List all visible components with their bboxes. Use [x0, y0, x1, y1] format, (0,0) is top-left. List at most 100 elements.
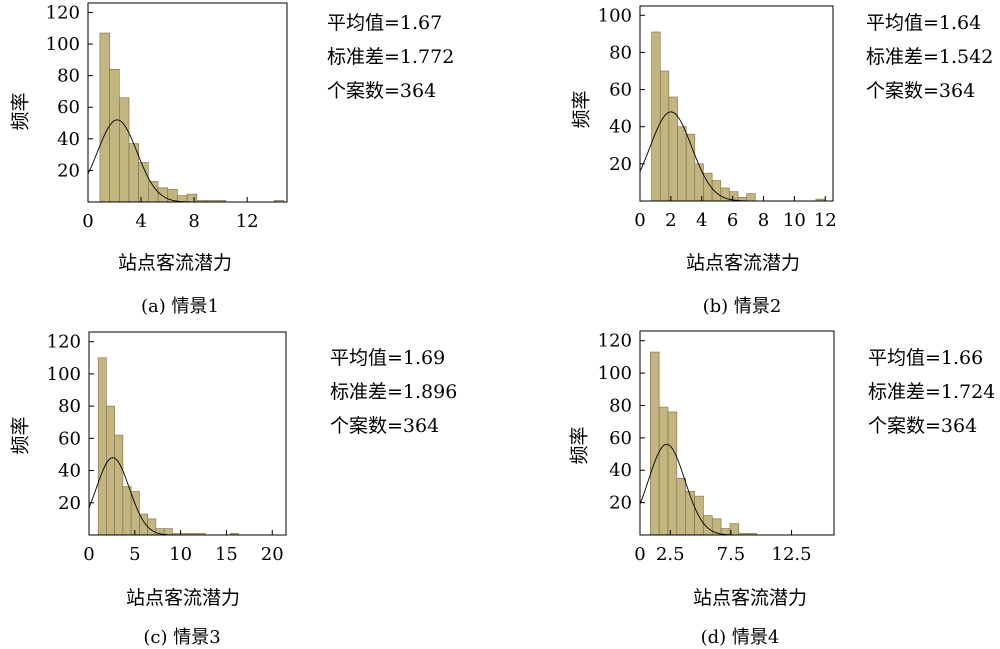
histogram-bar: [650, 351, 660, 536]
y-tick-label: 20: [58, 493, 81, 514]
stat-sd: 标准差=1.542: [866, 46, 994, 68]
y-tick-label: 20: [57, 160, 80, 181]
x-tick-label: 4: [135, 211, 146, 232]
histogram-bar: [119, 97, 130, 203]
y-tick-label: 80: [609, 395, 632, 416]
x-tick-label: 20: [261, 544, 284, 565]
plot-frame: [88, 331, 287, 536]
panel-caption: (a) 情景1: [141, 296, 219, 317]
x-tick-label: 12.5: [772, 544, 812, 565]
histogram-bar: [746, 193, 756, 202]
x-tick-label: 0: [634, 544, 645, 565]
x-axis-label: 站点客流潜力: [692, 587, 807, 609]
y-tick-label: 120: [46, 2, 80, 23]
histogram-bar: [694, 163, 704, 202]
histogram-bar: [99, 32, 110, 203]
panel-caption: (c) 情景3: [143, 627, 221, 648]
histogram-bar: [114, 434, 124, 536]
panel-caption: (b) 情景2: [702, 296, 782, 317]
stats-box: 平均值=1.67 标准差=1.772 个案数=364: [327, 6, 454, 108]
stat-sd: 标准差=1.896: [330, 381, 458, 403]
histogram-bar: [659, 70, 670, 202]
histogram-plot-a: 20 40 60 80 100 120 0 4 8 12: [46, 2, 288, 232]
x-tick-label: 8: [188, 211, 199, 232]
x-tick-label: 0: [82, 211, 93, 232]
histogram-bar: [677, 126, 687, 202]
histogram-panel-a: 20 40 60 80 100 120 0 4 8 12 频率 站点客流潜力 (a) 情景1 平均…: [0, 0, 500, 323]
histogram-bar: [658, 406, 669, 536]
y-tick-label: 60: [57, 97, 80, 118]
y-tick-label: 60: [609, 428, 632, 449]
histogram-bar: [676, 478, 687, 536]
x-tick-label: 15: [215, 544, 238, 565]
histogram-bar: [97, 357, 107, 536]
y-tick-label: 80: [57, 66, 80, 87]
stat-n: 个案数=364: [327, 80, 437, 102]
stat-n: 个案数=364: [868, 415, 978, 437]
histogram-bar: [685, 490, 695, 536]
y-tick-label: 80: [609, 42, 632, 63]
histogram-bar: [148, 181, 159, 203]
histogram-bar: [147, 518, 157, 536]
y-tick-label: 40: [609, 460, 632, 481]
y-axis-label: 频率: [9, 416, 32, 455]
plot-frame: [639, 330, 835, 536]
x-tick-label: 12: [236, 211, 259, 232]
stat-mean: 平均值=1.66: [868, 347, 984, 369]
histogram-bar: [651, 31, 661, 202]
stat-mean: 平均值=1.67: [327, 12, 443, 34]
stat-n: 个案数=364: [330, 415, 440, 437]
histogram-bar: [157, 187, 169, 203]
panel-caption: (d) 情景4: [700, 627, 780, 648]
stat-n: 个案数=364: [866, 80, 976, 102]
y-axis-label: 频率: [568, 426, 591, 465]
x-tick-label: 5: [129, 544, 140, 565]
y-tick-label: 40: [57, 129, 80, 150]
histogram-panel-b: 20 40 60 80 100 0 2 4 6 8 10 12 频率 站点客流潜力 (b) 情景2 平…: [500, 0, 1000, 323]
histogram-bar: [667, 411, 678, 536]
y-tick-label: 100: [598, 5, 632, 26]
histogram-bar: [711, 180, 722, 202]
y-tick-label: 20: [609, 154, 632, 175]
stat-sd: 标准差=1.724: [868, 381, 996, 403]
x-tick-label: 10: [783, 210, 806, 231]
y-tick-label: 60: [609, 80, 632, 101]
y-tick-label: 60: [58, 428, 81, 449]
stat-mean: 平均值=1.69: [330, 347, 446, 369]
histogram-plot-c: 20 40 60 80 100 120 0 5 10 15 20: [47, 331, 287, 565]
x-tick-label: 0: [83, 544, 94, 565]
plot-frame: [87, 2, 288, 203]
x-tick-label: 12: [814, 210, 837, 231]
x-tick-label: 6: [727, 210, 738, 231]
histogram-panel-d: 20 40 60 80 100 120 0 2.5 7.5 12.5 频率 站点客流潜力 (d) …: [500, 323, 1000, 648]
x-tick-label: 10: [169, 544, 192, 565]
y-tick-label: 20: [609, 493, 632, 514]
x-tick-label: 7.5: [717, 544, 746, 565]
y-tick-label: 100: [46, 34, 80, 55]
stat-mean: 平均值=1.64: [866, 12, 982, 34]
y-tick-label: 100: [598, 363, 632, 384]
plot-frame: [639, 5, 834, 202]
x-tick-label: 4: [696, 210, 707, 231]
stats-box: 平均值=1.69 标准差=1.896 个案数=364: [330, 341, 457, 443]
stat-sd: 标准差=1.772: [327, 46, 455, 68]
y-tick-label: 40: [58, 461, 81, 482]
histogram-bar: [186, 193, 198, 203]
x-tick-label: 2: [665, 210, 676, 231]
histogram-plot-d: 20 40 60 80 100 120 0 2.5 7.5 12.5: [598, 330, 835, 565]
stats-box: 平均值=1.66 标准差=1.724 个案数=364: [868, 341, 995, 443]
y-tick-label: 80: [58, 396, 81, 417]
y-axis-label: 频率: [570, 90, 593, 129]
histogram-plot-b: 20 40 60 80 100 0 2 4 6 8 10 12: [598, 5, 837, 231]
x-axis-label: 站点客流潜力: [117, 252, 232, 274]
x-tick-label: 8: [758, 210, 769, 231]
x-axis-label: 站点客流潜力: [685, 252, 800, 274]
histogram-bar: [163, 528, 173, 536]
histogram-bar: [106, 405, 115, 536]
y-axis-label: 频率: [9, 92, 32, 131]
y-tick-label: 40: [609, 117, 632, 138]
y-tick-label: 120: [598, 331, 632, 352]
histogram-panel-c: 20 40 60 80 100 120 0 5 10 15 20 频率 站点客流潜力 (c) 情景3…: [0, 323, 500, 648]
histogram-bar: [122, 486, 132, 536]
x-tick-label: 2.5: [656, 544, 685, 565]
